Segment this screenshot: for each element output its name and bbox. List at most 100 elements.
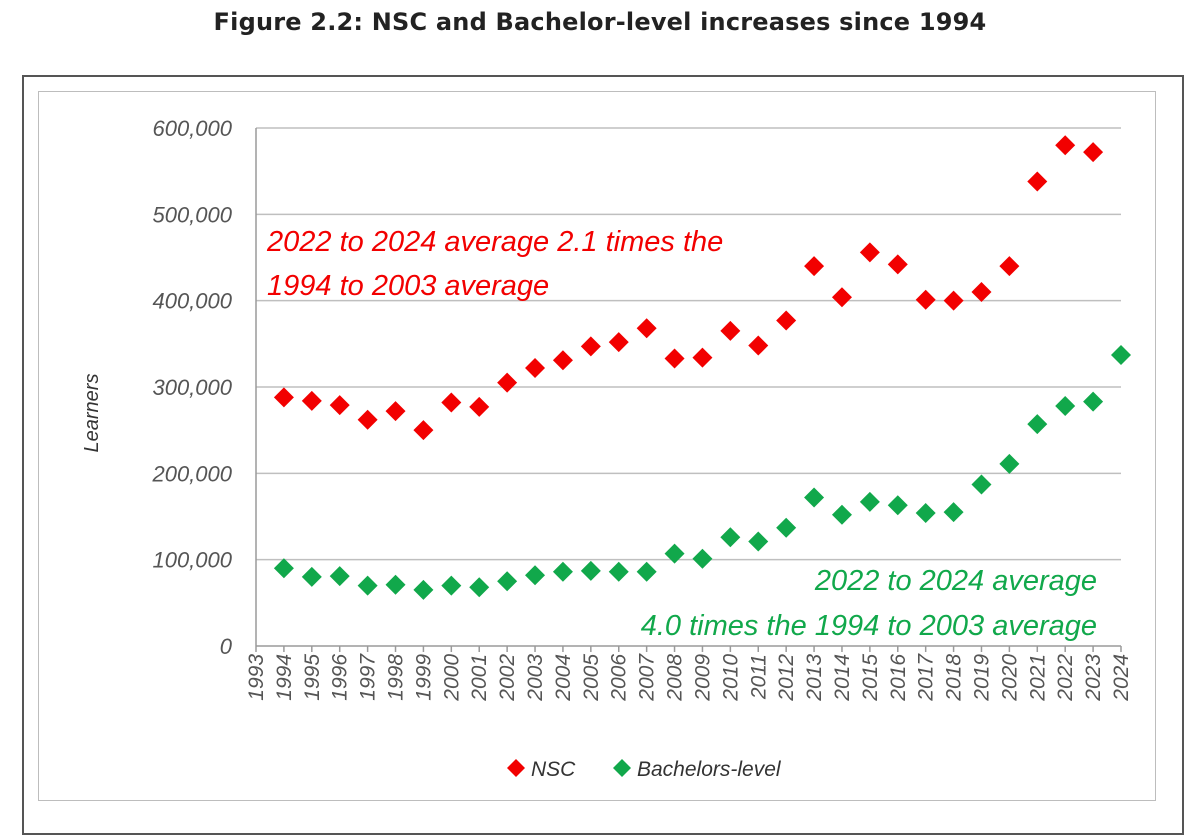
y-tick-label: 400,000 bbox=[152, 289, 232, 314]
nsc-point bbox=[608, 332, 629, 353]
bachelors-point bbox=[692, 548, 713, 569]
nsc-point bbox=[552, 350, 573, 371]
data-series bbox=[273, 135, 1131, 600]
nsc-point bbox=[441, 392, 462, 413]
bachelors-point bbox=[915, 503, 936, 524]
bachelors-point bbox=[552, 561, 573, 582]
x-tick-label: 2017 bbox=[915, 653, 938, 702]
bachelors-point bbox=[1111, 345, 1131, 366]
x-tick-label: 2016 bbox=[887, 654, 910, 702]
y-tick-label: 500,000 bbox=[152, 202, 232, 227]
nsc-annotation-line-2: 1994 to 2003 average bbox=[267, 270, 549, 302]
x-tick-label: 2022 bbox=[1054, 654, 1077, 702]
x-tick-label: 2007 bbox=[636, 653, 659, 702]
bachelors-point bbox=[413, 579, 434, 600]
legend: NSC Bachelors-level bbox=[507, 758, 782, 781]
y-tick-label: 200,000 bbox=[151, 461, 232, 486]
chart-area-frame bbox=[38, 91, 1156, 801]
nsc-point bbox=[776, 310, 797, 331]
nsc-point bbox=[357, 409, 378, 430]
series-nsc bbox=[273, 135, 1104, 441]
series-bachelors bbox=[273, 345, 1131, 600]
x-tick-label: 2013 bbox=[803, 654, 826, 702]
x-tick-label: 2019 bbox=[970, 654, 993, 702]
x-tick-label: 1994 bbox=[273, 654, 296, 701]
y-tick-label: 600,000 bbox=[152, 116, 232, 141]
nsc-point bbox=[580, 336, 601, 357]
nsc-point bbox=[301, 390, 322, 411]
x-tick-label: 2010 bbox=[719, 654, 742, 702]
nsc-point bbox=[748, 335, 769, 356]
bachelors-point bbox=[1055, 395, 1076, 416]
x-tick-label: 2009 bbox=[691, 654, 714, 702]
annotations: 2022 to 2024 average 2.1 times the 1994 t… bbox=[266, 226, 1097, 642]
x-tick-label: 2023 bbox=[1082, 654, 1105, 702]
nsc-point bbox=[1055, 135, 1076, 156]
bachelors-point bbox=[525, 565, 546, 586]
x-tick-label: 1993 bbox=[245, 654, 268, 701]
nsc-point bbox=[804, 256, 825, 277]
x-tick-label: 2011 bbox=[747, 654, 770, 700]
bachelors-point bbox=[776, 517, 797, 538]
bachelors-point bbox=[329, 566, 350, 587]
bachelors-point bbox=[720, 527, 741, 548]
nsc-point bbox=[887, 254, 908, 275]
bachelors-point bbox=[831, 504, 852, 525]
bachelors-point bbox=[1027, 414, 1048, 435]
bachelors-point bbox=[357, 575, 378, 596]
nsc-point bbox=[971, 282, 992, 303]
x-tick-label: 1997 bbox=[357, 653, 380, 701]
nsc-point bbox=[943, 290, 964, 311]
bachelors-point bbox=[636, 561, 657, 582]
legend-label-nsc: NSC bbox=[531, 758, 576, 781]
nsc-point bbox=[1027, 171, 1048, 192]
x-tick-label: 2012 bbox=[775, 654, 798, 702]
x-tick-label: 2004 bbox=[552, 654, 575, 702]
bachelors-annotation-line-1: 2022 to 2024 average bbox=[814, 565, 1097, 597]
bachelors-point bbox=[943, 502, 964, 523]
nsc-point bbox=[999, 256, 1020, 277]
nsc-point bbox=[859, 242, 880, 263]
bachelors-point bbox=[441, 575, 462, 596]
bachelors-point bbox=[748, 531, 769, 552]
y-axis-tick-labels: 0 100,000 200,000 300,000 400,000 500,000 600,… bbox=[151, 116, 232, 659]
nsc-point bbox=[664, 348, 685, 369]
x-tick-label: 2001 bbox=[468, 654, 491, 702]
nsc-annotation-line-1: 2022 to 2024 average 2.1 times the bbox=[266, 226, 723, 258]
legend-marker-bachelors bbox=[613, 759, 631, 777]
bachelors-point bbox=[497, 571, 518, 592]
nsc-point bbox=[497, 372, 518, 393]
x-tick-label: 2005 bbox=[580, 654, 603, 702]
bachelors-point bbox=[273, 558, 294, 579]
x-tick-label: 1999 bbox=[412, 654, 435, 701]
nsc-point bbox=[692, 347, 713, 368]
x-tick-label: 2018 bbox=[943, 654, 966, 702]
bachelors-point bbox=[608, 561, 629, 582]
bachelors-point bbox=[971, 474, 992, 495]
y-axis-label: Learners bbox=[81, 374, 103, 453]
nsc-point bbox=[720, 320, 741, 341]
x-tick-label: 2021 bbox=[1026, 654, 1049, 702]
x-axis-tick-labels: 1993 1994 1995 1996 1997 1998 1999 2000 2001 2002… bbox=[245, 653, 1133, 702]
y-tick-label: 100,000 bbox=[152, 548, 232, 573]
x-tick-label: 2006 bbox=[608, 654, 631, 702]
gridlines bbox=[256, 127, 1121, 561]
legend-marker-nsc bbox=[507, 759, 525, 777]
bachelors-point bbox=[469, 577, 490, 598]
x-tick-label: 2002 bbox=[496, 654, 519, 702]
x-tick-label: 2015 bbox=[859, 654, 882, 702]
nsc-point bbox=[636, 318, 657, 339]
nsc-point bbox=[329, 395, 350, 416]
x-tick-label: 2008 bbox=[664, 654, 687, 702]
nsc-point bbox=[525, 358, 546, 379]
x-tick-label: 1998 bbox=[385, 654, 408, 701]
bachelors-point bbox=[1083, 391, 1104, 412]
legend-label-bachelors: Bachelors-level bbox=[637, 758, 782, 781]
bachelors-point bbox=[804, 487, 825, 508]
x-tick-label: 1996 bbox=[329, 654, 352, 701]
axes bbox=[255, 128, 1122, 652]
nsc-point bbox=[273, 387, 294, 408]
bachelors-point bbox=[999, 453, 1020, 474]
nsc-point bbox=[385, 401, 406, 422]
